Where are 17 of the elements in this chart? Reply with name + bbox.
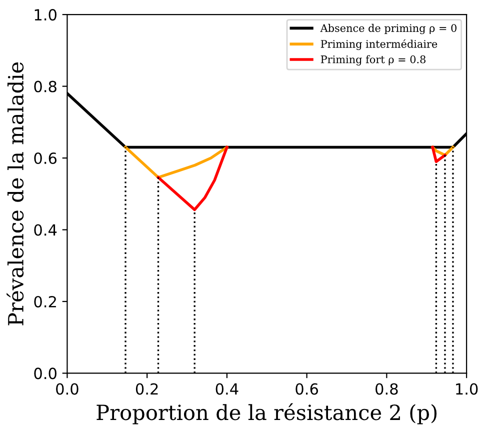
x-tick-label: 0.0 xyxy=(56,383,78,395)
x-tick-label: 0.8 xyxy=(376,383,398,395)
x-tick-label: 0.2 xyxy=(136,383,158,395)
x-axis-title: Proportion de la résistance 2 (p) xyxy=(96,403,437,424)
legend-label: Priming intermédiaire xyxy=(320,39,438,50)
y-tick-label: 0.6 xyxy=(34,152,57,164)
y-tick-label: 1.0 xyxy=(34,9,56,21)
legend-label: Absence de priming ρ = 0 xyxy=(320,24,456,34)
y-tick-label: 0.0 xyxy=(34,368,56,380)
x-tick-label: 1.0 xyxy=(456,383,478,395)
y-tick-label: 0.4 xyxy=(34,224,57,236)
x-tick-label: 0.6 xyxy=(296,383,318,395)
y-tick-label: 0.8 xyxy=(34,80,56,92)
x-tick-label: 0.4 xyxy=(216,383,238,395)
y-tick-label: 0.2 xyxy=(34,296,56,308)
legend-label: Priming fort ρ = 0.8 xyxy=(320,55,426,66)
y-axis-title: Prévalence de la maladie xyxy=(6,62,24,326)
